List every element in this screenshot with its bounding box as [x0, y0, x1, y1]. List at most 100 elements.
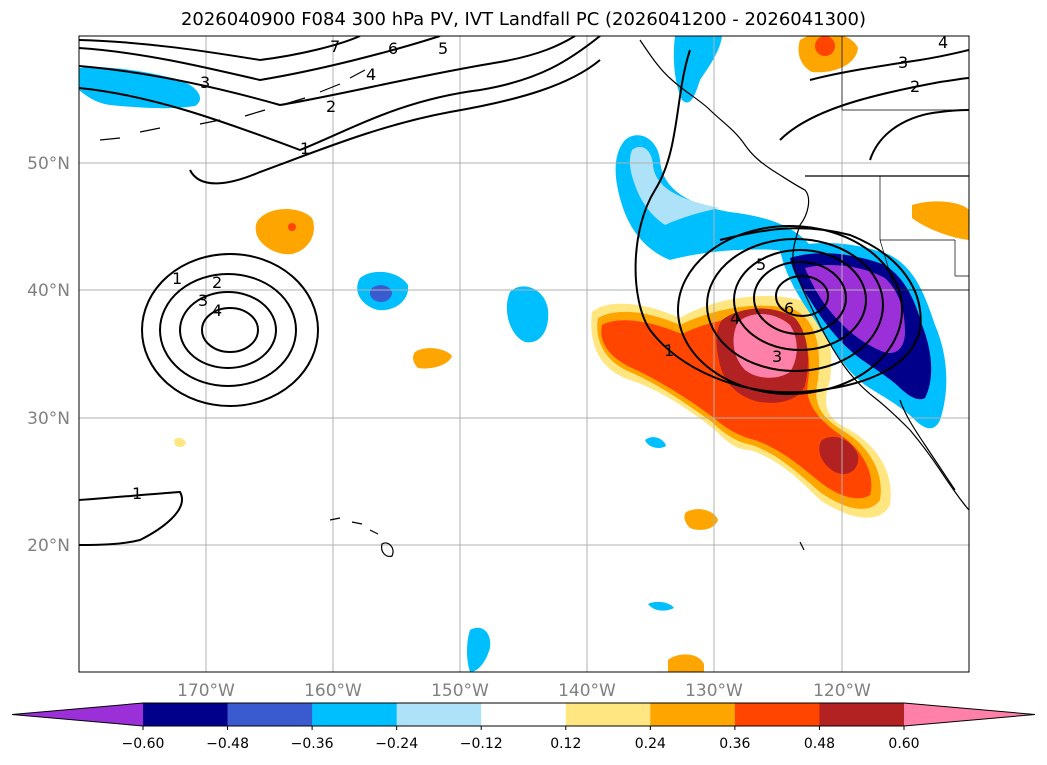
border-states	[879, 176, 969, 291]
coastline-west-us	[792, 224, 969, 511]
positive-anomaly-blob-south	[668, 654, 704, 672]
lon-label-160w: 160°W	[304, 681, 362, 701]
coastlines	[99, 36, 969, 557]
colorbar-segment	[396, 703, 482, 726]
hawaii-islands	[329, 517, 394, 557]
colorbar-tick-label: −0.36	[291, 736, 334, 752]
contour-northeast-3	[869, 109, 969, 161]
lat-label-30n: 30°N	[27, 409, 70, 429]
colorbar-tick-label: −0.48	[206, 736, 249, 752]
positive-anomaly-blob-midpacific	[255, 209, 314, 255]
contour-east-2	[677, 225, 903, 395]
negative-anomaly-blob-4	[645, 437, 666, 448]
contour-label-layer: 1 2 3 4 1 1 2 3 4 5 6 7 1 3 4 5 6 3 2 4	[132, 33, 948, 503]
colorbar-segment	[227, 703, 313, 726]
positive-anomaly-blob-east	[912, 201, 969, 240]
negative-anomaly-blob-3	[467, 627, 491, 672]
colorbar-tick-label: −0.12	[460, 736, 503, 752]
contour-southwest-1	[79, 490, 183, 546]
aleutian-chain	[99, 69, 366, 141]
contour-label-north-7: 7	[330, 37, 340, 56]
contour-north-1	[79, 36, 601, 152]
contour-label-north-6: 6	[388, 39, 398, 58]
contour-east-1	[634, 49, 922, 394]
contour-east-4	[733, 249, 867, 351]
colorbar-tick-label: 0.48	[804, 736, 835, 752]
colorbar-segment	[819, 703, 905, 726]
positive-anomaly-blob-midpacific-core	[288, 223, 296, 231]
colorbar-tick-label: 0.36	[719, 736, 750, 752]
contour-label-west-4: 4	[212, 301, 222, 320]
contour-west-4	[201, 307, 259, 353]
map-frame	[78, 35, 970, 673]
contour-label-east-4: 4	[730, 309, 740, 328]
island-guadalupe	[799, 541, 805, 551]
colorbar-segment	[481, 703, 567, 726]
contour-east-6	[775, 275, 829, 317]
contour-label-northeast-4: 4	[938, 33, 948, 52]
lon-label-170w: 170°W	[177, 681, 235, 701]
lon-label-140w: 140°W	[558, 681, 616, 701]
contour-north-4	[79, 36, 361, 62]
negative-anomaly-alaska-panhandle	[673, 36, 722, 103]
lon-label-150w: 150°W	[431, 681, 489, 701]
map-title: 2026040900 F084 300 hPa PV, IVT Landfall…	[180, 9, 867, 30]
coastline-alaska	[639, 39, 810, 226]
contour-northeast-1	[779, 77, 969, 141]
contour-label-southwest-1: 1	[132, 484, 142, 503]
contour-label-east-1: 1	[664, 341, 674, 360]
contour-label-east-3: 3	[772, 347, 782, 366]
lat-label-40n: 40°N	[27, 281, 70, 301]
colorbar-segment	[143, 703, 229, 726]
gridlines	[79, 36, 969, 672]
lat-label-20n: 20°N	[27, 536, 70, 556]
contour-label-northeast-2: 2	[910, 77, 920, 96]
lon-label-120w: 120°W	[813, 681, 871, 701]
contour-label-northeast-3: 3	[898, 53, 908, 72]
colorbar-segment	[650, 703, 736, 726]
contour-north-5	[189, 59, 601, 185]
negative-anomaly-blob-2	[506, 286, 549, 343]
positive-anomaly-blob-tiny	[174, 437, 186, 448]
contour-west-3	[179, 291, 277, 369]
negative-anomaly-blob-1-core	[369, 285, 392, 302]
colorbar-extend-right	[904, 703, 1035, 726]
contour-west-2	[159, 273, 297, 387]
contour-layer	[79, 36, 969, 546]
colorbar-tick-label: 0.24	[635, 736, 666, 752]
contour-west-1	[141, 253, 319, 407]
colorbar-tick-label: −0.60	[122, 736, 165, 752]
lon-label-130w: 130°W	[685, 681, 743, 701]
map-panel: 1 2 3 4 1 1 2 3 4 5 6 7 1 3 4 5 6 3 2 4	[79, 33, 969, 672]
positive-anomaly-blob-small2	[684, 509, 718, 530]
contour-label-east-6: 6	[784, 299, 794, 318]
contour-label-west-1: 1	[172, 269, 182, 288]
contour-east-3	[706, 238, 884, 372]
positive-anomaly-blob-small1	[413, 348, 452, 369]
contour-east-5	[753, 261, 847, 335]
colorbar-tick-label: 0.60	[888, 736, 919, 752]
negative-anomaly-alaska-west	[79, 67, 200, 109]
lat-label-50n: 50°N	[27, 154, 70, 174]
colorbar-segment	[312, 703, 398, 726]
contour-north-3	[79, 36, 441, 82]
contour-label-north-4: 4	[366, 65, 376, 84]
contour-label-west-2: 2	[212, 273, 222, 292]
contour-label-west-3: 3	[198, 291, 208, 310]
contour-northeast-2	[809, 49, 969, 81]
negative-anomaly-blob-5	[648, 601, 674, 611]
contour-label-north-1: 1	[300, 139, 310, 158]
contour-label-north-5: 5	[438, 39, 448, 58]
colorbar-segment	[565, 703, 651, 726]
colorbar-segment	[734, 703, 820, 726]
contour-label-east-5: 5	[756, 255, 766, 274]
contour-label-north-3: 3	[200, 73, 210, 92]
longitude-labels: 170°W 160°W 150°W 140°W 130°W 120°W	[177, 681, 871, 701]
latitude-labels: 50°N 40°N 30°N 20°N	[27, 154, 70, 556]
positive-anomaly-blob-northeast-core	[815, 36, 835, 56]
coastline-baja	[899, 399, 956, 491]
colorbar-tick-label: −0.24	[375, 736, 418, 752]
colorbar-extend-left	[12, 703, 143, 726]
contour-north-2	[79, 36, 576, 107]
